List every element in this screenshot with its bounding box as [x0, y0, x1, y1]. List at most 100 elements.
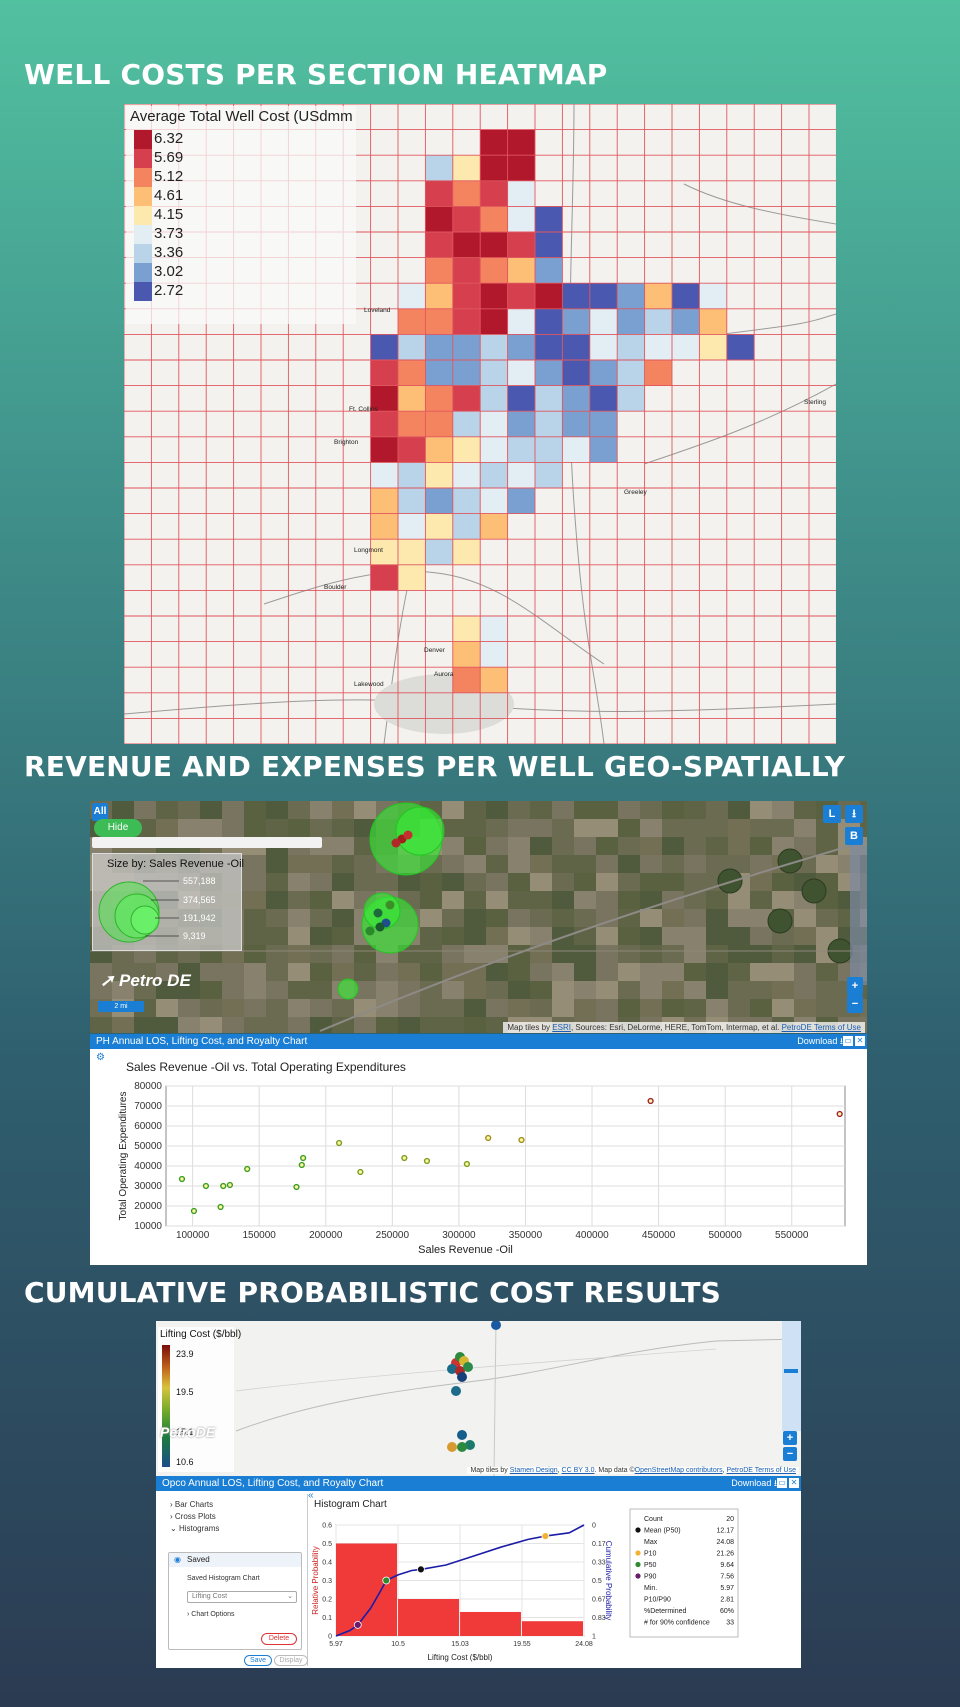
- field-patch: [530, 801, 552, 819]
- lifting-cost-map[interactable]: Lifting Cost ($/bbl) 23.9 19.5 15.1 10.6…: [156, 1321, 801, 1476]
- all-button[interactable]: All: [92, 803, 108, 821]
- heatmap-cell: [589, 411, 618, 437]
- scatter-point: [226, 1181, 234, 1189]
- scatter-panel-header: PH Annual LOS, Lifting Cost, and Royalty…: [90, 1034, 867, 1049]
- terms-link[interactable]: PetroDE Terms of Use: [781, 1023, 861, 1032]
- heatmap-legend: Average Total Well Cost (USdmm 6.32 5.69 5…: [126, 106, 356, 324]
- gear-icon[interactable]: ⚙: [96, 1052, 105, 1063]
- field-patch: [486, 981, 508, 999]
- field-patch: [464, 945, 486, 963]
- y-tick-label: 0.6: [322, 1523, 332, 1530]
- close-icon[interactable]: ✕: [855, 1036, 865, 1046]
- road-line: [263, 570, 605, 665]
- download-label: Download: [731, 1478, 772, 1488]
- chart-select[interactable]: Lifting Cost ⌄: [187, 1591, 297, 1603]
- tree-item-cross-plots[interactable]: › Cross Plots: [170, 1512, 216, 1521]
- heatmap-cell: [507, 129, 535, 156]
- basemap-button[interactable]: B: [845, 827, 863, 845]
- x-tick-label: 550000: [775, 1230, 809, 1241]
- terms-link[interactable]: PetroDE Terms of Use: [726, 1467, 796, 1474]
- field-patch: [266, 999, 288, 1017]
- saved-header[interactable]: ◉ Saved: [169, 1553, 301, 1567]
- zoom-in-button[interactable]: +: [847, 977, 863, 995]
- scatter-point: [244, 1165, 251, 1173]
- field-patch: [794, 981, 816, 999]
- filter-input[interactable]: [92, 837, 322, 848]
- field-patch: [552, 963, 574, 981]
- field-patch: [486, 801, 508, 819]
- legend-value: 5.69: [154, 149, 184, 166]
- display-button[interactable]: Display: [274, 1655, 308, 1666]
- field-patch: [288, 855, 310, 873]
- scatter-point: [401, 1154, 408, 1162]
- esri-link[interactable]: ESRI: [552, 1023, 571, 1032]
- field-patch: [420, 909, 442, 927]
- heatmap-cell: [398, 334, 426, 360]
- size-legend-value: 191,942: [183, 913, 216, 923]
- chart-options-toggle[interactable]: › Chart Options: [187, 1611, 234, 1618]
- heatmap-cell: [398, 513, 426, 540]
- collapse-icon[interactable]: «: [308, 1490, 314, 1501]
- heatmap-cell: [562, 283, 590, 309]
- heatmap-cell: [562, 411, 590, 437]
- field-patch: [684, 873, 706, 891]
- close-icon[interactable]: ✕: [789, 1478, 799, 1488]
- cumulative-line: [335, 1524, 585, 1637]
- field-patch: [200, 819, 222, 837]
- heatmap-cell: [672, 334, 700, 360]
- heatmap-cell: [452, 180, 481, 207]
- field-patch: [860, 981, 867, 999]
- well-marker: [365, 926, 375, 936]
- field-patch: [596, 927, 618, 945]
- field-patch: [398, 1017, 420, 1033]
- field-patch: [618, 819, 640, 837]
- heatmap-cell: [452, 360, 481, 386]
- zoom-out-button[interactable]: −: [847, 995, 863, 1013]
- download-icon[interactable]: ⭳: [845, 805, 863, 823]
- license-link[interactable]: CC BY 3.0: [561, 1467, 595, 1474]
- heatmap-map[interactable]: Ft. Collins Greeley Longmont Boulder Denver A…: [124, 104, 836, 744]
- zoom-in-button[interactable]: +: [783, 1431, 797, 1445]
- field-patch: [794, 927, 816, 945]
- field-patch: [640, 963, 662, 981]
- download-link[interactable]: Download ⭳: [731, 1476, 777, 1491]
- osm-link[interactable]: OpenStreetMap contributors: [634, 1467, 723, 1474]
- field-patch: [618, 963, 640, 981]
- map-credits: Map tiles by Stamen Design, CC BY 3.0. M…: [467, 1467, 799, 1474]
- chevron-down-icon: ⌄: [287, 1593, 293, 1600]
- tree-item-histograms[interactable]: ⌄ Histograms: [170, 1524, 219, 1533]
- field-patch: [178, 1017, 200, 1033]
- cumulative-section-title: CUMULATIVE PROBABILISTIC COST RESULTS: [24, 1276, 722, 1309]
- field-patch: [662, 801, 684, 819]
- heatmap-cell: [507, 462, 535, 488]
- stamen-link[interactable]: Stamen Design: [509, 1467, 558, 1474]
- field-patch: [112, 801, 134, 819]
- field-patch: [486, 873, 508, 891]
- download-link[interactable]: Download ⭳: [797, 1034, 843, 1049]
- hide-button[interactable]: Hide: [94, 819, 142, 837]
- field-patch: [90, 981, 112, 999]
- minimize-icon[interactable]: ▭: [843, 1036, 853, 1046]
- minimize-icon[interactable]: ▭: [777, 1478, 787, 1488]
- field-patch: [310, 855, 332, 873]
- legend-value: 19.5: [176, 1387, 194, 1397]
- scatter-point: [300, 1154, 307, 1162]
- layers-button[interactable]: L: [823, 805, 841, 823]
- geo-map[interactable]: All Hide Size by: Sales Revenue -Oil 557…: [90, 801, 867, 1033]
- delete-button[interactable]: Delete: [261, 1633, 297, 1645]
- heatmap-cell: [452, 232, 481, 258]
- field-patch: [794, 837, 816, 855]
- field-patch: [728, 801, 750, 819]
- heatmap-cell: [562, 436, 590, 463]
- field-patch: [464, 873, 486, 891]
- radio-icon[interactable]: ◉: [174, 1555, 181, 1564]
- x-tick-label: 450000: [642, 1230, 676, 1241]
- field-patch: [706, 981, 728, 999]
- tree-item-bar-charts[interactable]: › Bar Charts: [170, 1500, 213, 1509]
- field-patch: [552, 891, 574, 909]
- field-patch: [618, 873, 640, 891]
- save-button[interactable]: Save: [244, 1655, 272, 1666]
- stats-marker: [635, 1550, 641, 1556]
- zoom-out-button[interactable]: −: [783, 1447, 797, 1461]
- field-patch: [90, 1017, 112, 1033]
